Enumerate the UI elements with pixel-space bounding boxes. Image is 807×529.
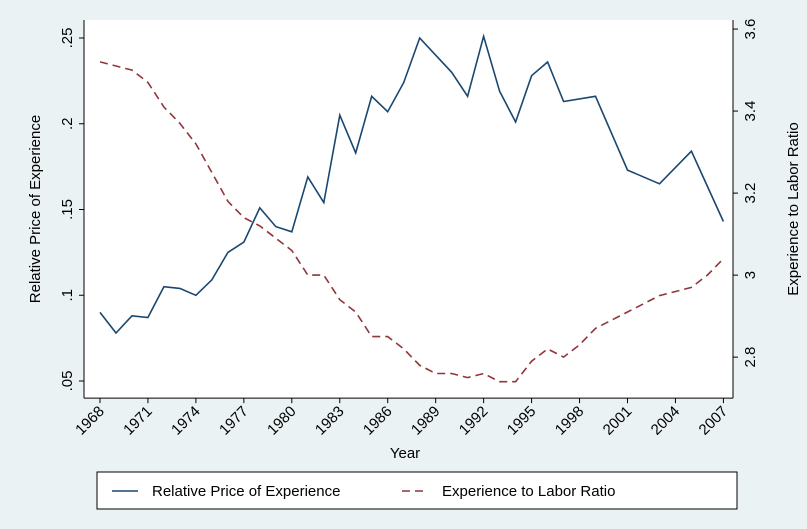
y-tick-label: .1 [59, 289, 76, 302]
y2-tick-label: 3.4 [742, 101, 759, 122]
y2-axis-title: Experience to Labor Ratio [785, 122, 802, 295]
plot-area [84, 20, 733, 398]
y2-tick-label: 2.8 [742, 347, 759, 368]
y2-tick-label: 3.6 [742, 19, 759, 40]
legend-label: Relative Price of Experience [152, 483, 340, 500]
x-axis-title: Year [390, 445, 420, 462]
y-axis-title: Relative Price of Experience [27, 115, 44, 303]
y2-tick-label: 3 [742, 271, 759, 279]
y-tick-label: .05 [59, 371, 76, 392]
y-tick-label: .2 [59, 117, 76, 130]
line-series [99, 61, 724, 383]
y-tick-label: .15 [59, 199, 76, 220]
y2-tick-label: 3.2 [742, 183, 759, 204]
y-tick-label: .25 [59, 28, 76, 49]
legend-label: Experience to Labor Ratio [442, 483, 615, 500]
line-series [99, 33, 725, 335]
